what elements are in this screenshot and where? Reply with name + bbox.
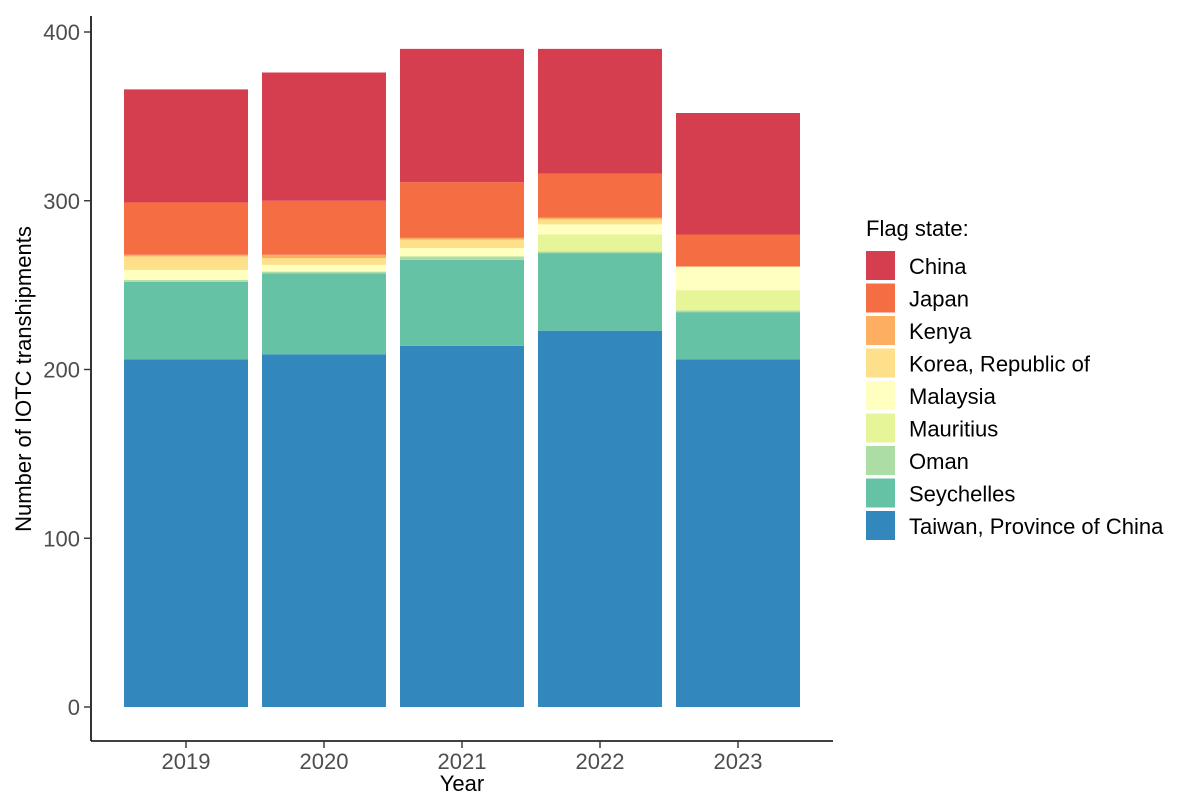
bar-segment-2022-korea-republic-of [538, 219, 662, 225]
bar-segment-2021-china [400, 48, 524, 183]
x-axis-title: Year [440, 771, 484, 796]
legend-swatch [866, 283, 895, 313]
legend-items: China Japan Kenya Korea, Republic of Malaysi… [866, 251, 1164, 540]
legend-label: China [909, 254, 967, 279]
x-tick-label: 2021 [438, 749, 487, 774]
x-tick-label: 2022 [576, 749, 625, 774]
bar-segment-2020-oman [262, 271, 386, 274]
y-tick-label: 300 [43, 189, 80, 214]
x-ticks-group: 2019 2020 2021 2022 2023 [162, 741, 763, 774]
bar-segment-2023-taiwan-province-of-china [676, 359, 800, 707]
legend-swatch [866, 251, 895, 280]
legend-swatch [866, 316, 895, 345]
legend-label: Japan [909, 287, 969, 312]
bar-segment-2022-mauritius [538, 234, 662, 252]
bar-segment-2019-china [124, 89, 248, 203]
bar-segment-2019-korea-republic-of [124, 256, 248, 270]
x-tick-label: 2020 [300, 749, 349, 774]
y-tick-label: 100 [43, 526, 80, 551]
bar-segment-2019-seychelles [124, 281, 248, 360]
bar-segment-2021-korea-republic-of [400, 239, 524, 248]
bar-segment-2022-japan [538, 173, 662, 218]
bar-segment-2020-china [262, 72, 386, 201]
legend-swatch [866, 413, 895, 443]
bar-segment-2019-malaysia [124, 269, 248, 281]
y-tick-label: 200 [43, 358, 80, 383]
legend-label: Mauritius [909, 417, 998, 442]
y-axis-title: Number of IOTC transhipments [11, 226, 36, 532]
legend-label: Malaysia [909, 384, 997, 409]
legend-swatch [866, 446, 895, 475]
x-tick-label: 2019 [162, 749, 211, 774]
bar-segment-2022-malaysia [538, 224, 662, 235]
legend-label: Taiwan, Province of China [909, 514, 1164, 539]
legend-label: Seychelles [909, 482, 1015, 507]
bar-segment-2021-malaysia [400, 248, 524, 257]
bar-segment-2020-korea-republic-of [262, 258, 386, 265]
bar-segment-2019-kenya [124, 254, 248, 257]
bar-segment-2021-taiwan-province-of-china [400, 345, 524, 707]
bars-group [124, 48, 800, 707]
bar-segment-2020-kenya [262, 254, 386, 259]
bar-segment-2021-seychelles [400, 259, 524, 346]
bar-segment-2023-oman [676, 310, 800, 313]
bar-segment-2021-kenya [400, 237, 524, 240]
bar-segment-2022-china [538, 48, 662, 174]
bar-segment-2023-seychelles [676, 312, 800, 360]
bar-segment-2023-malaysia [676, 266, 800, 291]
y-tick-label: 0 [68, 695, 80, 720]
bar-segment-2022-seychelles [538, 253, 662, 331]
bar-segment-2023-mauritius [676, 290, 800, 311]
bar-segment-2023-china [676, 113, 800, 235]
legend-swatch [866, 381, 895, 410]
legend-label: Oman [909, 449, 969, 474]
legend: Flag state: China Japan Kenya Korea, Republ… [866, 216, 1164, 540]
bar-segment-2020-taiwan-province-of-china [262, 354, 386, 707]
legend-swatch [866, 511, 895, 540]
bar-segment-2021-oman [400, 256, 524, 260]
legend-swatch [866, 478, 895, 508]
y-tick-label: 400 [43, 20, 80, 45]
bar-segment-2019-oman [124, 280, 248, 282]
bar-segment-2019-taiwan-province-of-china [124, 359, 248, 707]
bar-segment-2021-japan [400, 182, 524, 238]
bar-segment-2022-oman [538, 251, 662, 254]
bar-segment-2019-japan [124, 202, 248, 255]
legend-label: Kenya [909, 319, 972, 344]
bar-segment-2020-malaysia [262, 264, 386, 272]
x-tick-label: 2023 [714, 749, 763, 774]
bar-segment-2023-japan [676, 234, 800, 267]
legend-label: Korea, Republic of [909, 352, 1091, 377]
bar-segment-2020-japan [262, 200, 386, 255]
legend-swatch [866, 348, 895, 378]
y-ticks-group: 0 100 200 300 400 [43, 20, 91, 720]
bar-segment-2020-seychelles [262, 273, 386, 355]
bar-segment-2022-taiwan-province-of-china [538, 330, 662, 707]
legend-title: Flag state: [866, 216, 969, 241]
bar-segment-2022-kenya [538, 217, 662, 220]
